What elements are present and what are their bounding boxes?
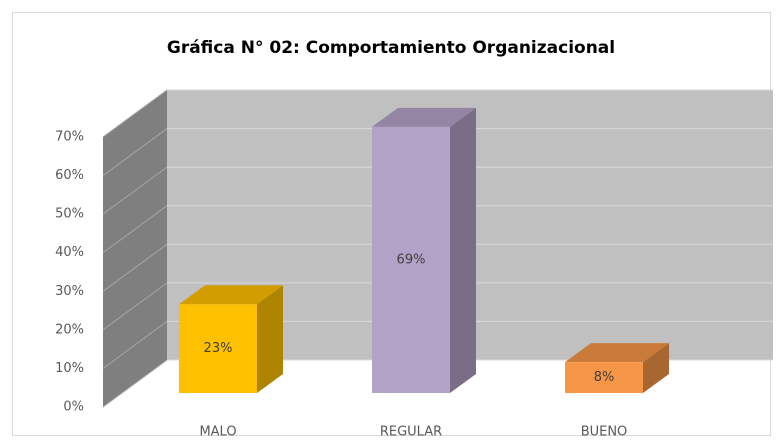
bar-side	[450, 107, 476, 393]
y-tick-label: 10%	[55, 361, 84, 376]
bar-top	[179, 285, 283, 305]
y-tick-label: 0%	[63, 400, 84, 415]
x-tick-label: BUENO	[581, 425, 628, 440]
bar-side	[257, 285, 283, 393]
bar-top	[372, 107, 476, 127]
bar-top	[565, 343, 669, 363]
grid-line	[102, 282, 168, 331]
value-label: 8%	[594, 370, 615, 385]
x-tick-label: REGULAR	[380, 425, 442, 440]
bar	[179, 304, 257, 393]
y-tick-label: 30%	[55, 284, 84, 299]
bar	[372, 126, 450, 393]
grid-line	[102, 321, 168, 369]
value-label: 23%	[204, 341, 233, 356]
value-label: 69%	[397, 252, 426, 267]
grid-line	[102, 243, 168, 292]
y-tick-label: 20%	[55, 322, 84, 337]
chart-title: Gráfica N° 02: Comportamiento Organizaci…	[167, 38, 615, 58]
bar	[565, 362, 643, 393]
grid-line	[102, 166, 168, 215]
grid-line	[102, 205, 168, 254]
y-tick-label: 60%	[55, 168, 84, 183]
y-tick-label: 70%	[55, 130, 84, 145]
side-wall	[103, 90, 167, 407]
x-tick-label: MALO	[199, 425, 236, 440]
bar-side	[643, 343, 669, 393]
grid-line	[102, 128, 168, 176]
grid-line	[102, 89, 168, 138]
y-tick-label: 40%	[55, 245, 84, 260]
y-tick-label: 50%	[55, 207, 84, 222]
grid-line	[102, 359, 168, 408]
